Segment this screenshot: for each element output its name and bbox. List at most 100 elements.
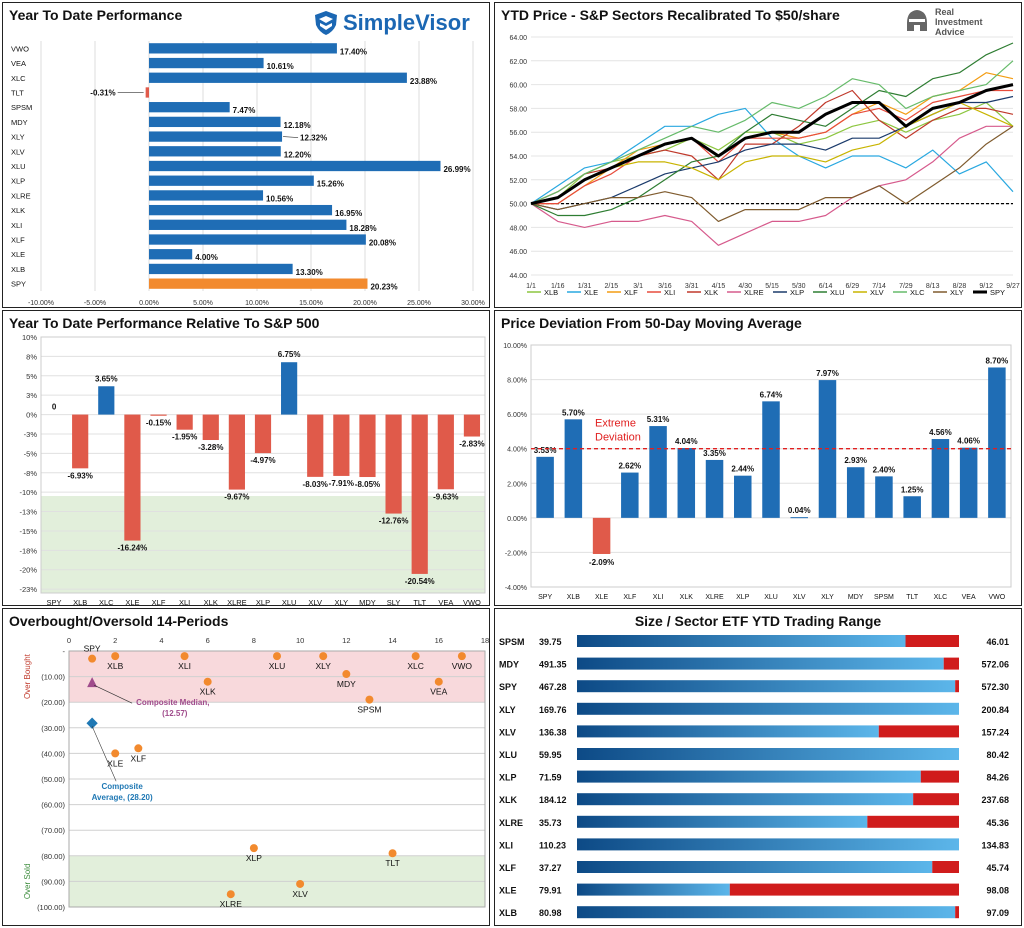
y-tick-label: (80.00) (41, 852, 65, 861)
x-tick-label: 3/16 (658, 283, 672, 290)
composite-median-marker (87, 677, 98, 688)
category-label: XLK (11, 206, 25, 215)
bar-xle (124, 414, 141, 541)
high-value: 572.30 (981, 682, 1009, 692)
ticker-label: XLP (499, 773, 517, 783)
bar-xlp (149, 175, 314, 186)
ytd-price-panel: YTD Price - S&P Sectors Recalibrated To … (494, 2, 1022, 308)
series-line-xlb (530, 101, 1014, 205)
x-tick-label: 25.00% (407, 300, 431, 305)
y-tick-label: - (63, 647, 66, 656)
legend-label: XLRE (744, 288, 764, 297)
bar-xlk (677, 448, 696, 518)
y-tick-label: (20.00) (41, 698, 65, 707)
point-xlf (134, 744, 143, 753)
value-label: -16.24% (118, 544, 148, 553)
low-value: 80.98 (539, 908, 562, 918)
x-tick-label: XLE (595, 594, 609, 601)
bar-spsm (875, 476, 893, 518)
range-bar-xle (577, 883, 730, 896)
x-tick-label: 20.00% (353, 300, 377, 305)
y-tick-label: 52.00 (509, 178, 527, 185)
series-line-xlu (530, 42, 1014, 217)
x-tick-label: XLK (680, 594, 694, 601)
y-tick-label: -13% (19, 508, 37, 517)
y-tick-label: 44.00 (509, 273, 527, 280)
y-tick-label: 58.00 (509, 106, 527, 113)
shield-icon (315, 11, 337, 35)
x-tick-label: 6 (206, 636, 210, 645)
range-bar-xli (577, 838, 959, 851)
y-tick-label: 8% (26, 352, 37, 361)
bar-xlu (149, 160, 441, 172)
value-label: 3.65% (95, 374, 118, 383)
category-label: MDY (11, 118, 28, 127)
x-tick-label: 8/28 (953, 283, 967, 290)
x-tick-label: XLI (653, 594, 664, 601)
x-tick-label: XLK (204, 598, 218, 605)
point-label: MDY (337, 679, 356, 689)
x-tick-label: 8/13 (926, 283, 940, 290)
bar-xlb (72, 414, 89, 469)
x-tick-label: 1/31 (578, 283, 592, 290)
plot-frame (68, 650, 486, 908)
high-value: 45.74 (986, 863, 1009, 873)
ticker-label: XLB (499, 908, 518, 918)
value-label: -7.91% (329, 479, 354, 488)
series-line-xli (531, 89, 1013, 205)
bar-vea (959, 447, 978, 518)
range-bar-xlf (577, 861, 933, 873)
value-label: -12.76% (379, 517, 409, 526)
range-remaining-xlv (878, 725, 959, 738)
range-bar-spsm (577, 635, 906, 647)
value-label: 4.04% (675, 437, 698, 446)
x-tick-label: XLB (73, 598, 87, 605)
bar-xli (149, 219, 347, 230)
value-label: 26.99% (443, 165, 470, 174)
value-label: 12.18% (284, 121, 311, 130)
legend-label: XLE (584, 288, 598, 297)
bar-tlt (411, 414, 428, 574)
bar-xlv (307, 414, 324, 477)
leader-line (91, 726, 117, 782)
range-remaining-xlre (867, 815, 959, 828)
bar-xlv (149, 146, 281, 157)
bar-xlk (202, 414, 219, 441)
point-label: VEA (430, 687, 447, 697)
range-remaining-spsm (905, 635, 959, 647)
value-label: -9.67% (224, 493, 249, 502)
value-label: -2.09% (589, 558, 614, 567)
bar-spy (149, 278, 368, 289)
value-label: -0.31% (90, 88, 115, 97)
composite-average-marker (86, 717, 98, 729)
category-label: XLRE (11, 191, 31, 200)
bar-xlp (254, 414, 272, 454)
bar-spsm (149, 102, 230, 113)
x-tick-label: XLC (99, 598, 114, 605)
x-tick-label: 0.00% (139, 300, 159, 305)
point-label: XLK (200, 687, 216, 697)
x-tick-label: 10 (296, 636, 304, 645)
overbought-oversold-chart: - (10.00) (20.00) (30.00) (40.00) (50.00) (60.… (23, 636, 489, 912)
value-label: 4.56% (929, 428, 952, 437)
high-value: 84.26 (986, 773, 1009, 783)
value-label: -20.54% (405, 577, 435, 586)
overbought-oversold-panel: Overbought/Oversold 14-Periods - (10.00) (… (2, 608, 490, 926)
y-tick-label: 56.00 (509, 130, 527, 137)
category-label: XLF (11, 236, 25, 245)
overbought-oversold-title: Overbought/Oversold 14-Periods (9, 613, 229, 629)
x-tick-label: XLP (736, 594, 750, 601)
point-spsm (365, 695, 374, 704)
value-label: 17.40% (340, 47, 367, 56)
value-label: 6.75% (278, 350, 301, 359)
bar-vwo (988, 367, 1006, 518)
high-value: 237.68 (981, 795, 1009, 805)
composite-median-label: Composite Median, (136, 698, 209, 707)
value-label: 5.31% (647, 415, 670, 424)
high-value: 80.42 (986, 750, 1009, 760)
category-label: XLP (11, 177, 25, 186)
range-remaining-xle (729, 883, 959, 896)
bar-xlre (149, 190, 264, 201)
high-value: 157.24 (981, 727, 1009, 737)
bar-xlre (705, 459, 724, 518)
